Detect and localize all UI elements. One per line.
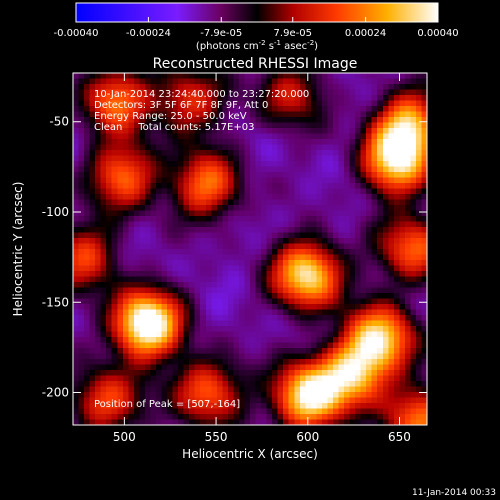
annotation-detectors: Detectors: 3F 5F 6F 7F 8F 9F, Att 0: [94, 100, 268, 111]
colorbar-tick-label: -0.00024: [126, 28, 171, 39]
y-tick-label: -200: [42, 386, 69, 400]
heatmap-image: [73, 73, 427, 425]
heatmap-plot: 500 550 600 650 -50 -100 -150 -200: [42, 72, 428, 444]
chart-title: Reconstructed RHESSI Image: [153, 56, 358, 72]
footer-timestamp: 11-Jan-2014 00:33: [412, 488, 496, 498]
x-tick-label: 600: [296, 430, 319, 444]
info-annotations: 10-Jan-2014 23:24:40.000 to 23:27:20.000…: [94, 89, 309, 410]
colorbar-gradient: [75, 2, 439, 23]
x-axis-label: Heliocentric X (arcsec): [182, 447, 318, 461]
colorbar-tick-label: 0.00024: [345, 28, 386, 39]
colorbar-tick-label: 7.9e-05: [274, 28, 312, 39]
colorbar: -0.00040 -0.00024 -7.9e-05 7.9e-05 0.00024 0.…: [54, 2, 459, 52]
annotation-clean: Clean Total counts: 5.17E+03: [94, 122, 254, 133]
plot-frame: [72, 72, 428, 426]
x-tick-label: 500: [113, 430, 136, 444]
colorbar-unit: (photons cm-2 s-1 asec-2): [196, 39, 318, 52]
x-tick-label: 650: [388, 430, 411, 444]
peak-position-label: Position of Peak = [507,-164]: [94, 399, 240, 410]
y-tick-label: -50: [49, 115, 69, 129]
colorbar-tick-label: -7.9e-05: [200, 28, 242, 39]
y-tick-label: -150: [42, 295, 69, 309]
y-tick-label: -100: [42, 205, 69, 219]
annotation-energy: Energy Range: 25.0 - 50.0 keV: [94, 111, 247, 122]
colorbar-tick-label: -0.00040: [54, 28, 99, 39]
y-axis-label: Heliocentric Y (arcsec): [11, 182, 25, 317]
x-tick-label: 550: [205, 430, 228, 444]
annotation-time: 10-Jan-2014 23:24:40.000 to 23:27:20.000: [94, 89, 309, 100]
colorbar-tick-label: 0.00040: [417, 28, 458, 39]
